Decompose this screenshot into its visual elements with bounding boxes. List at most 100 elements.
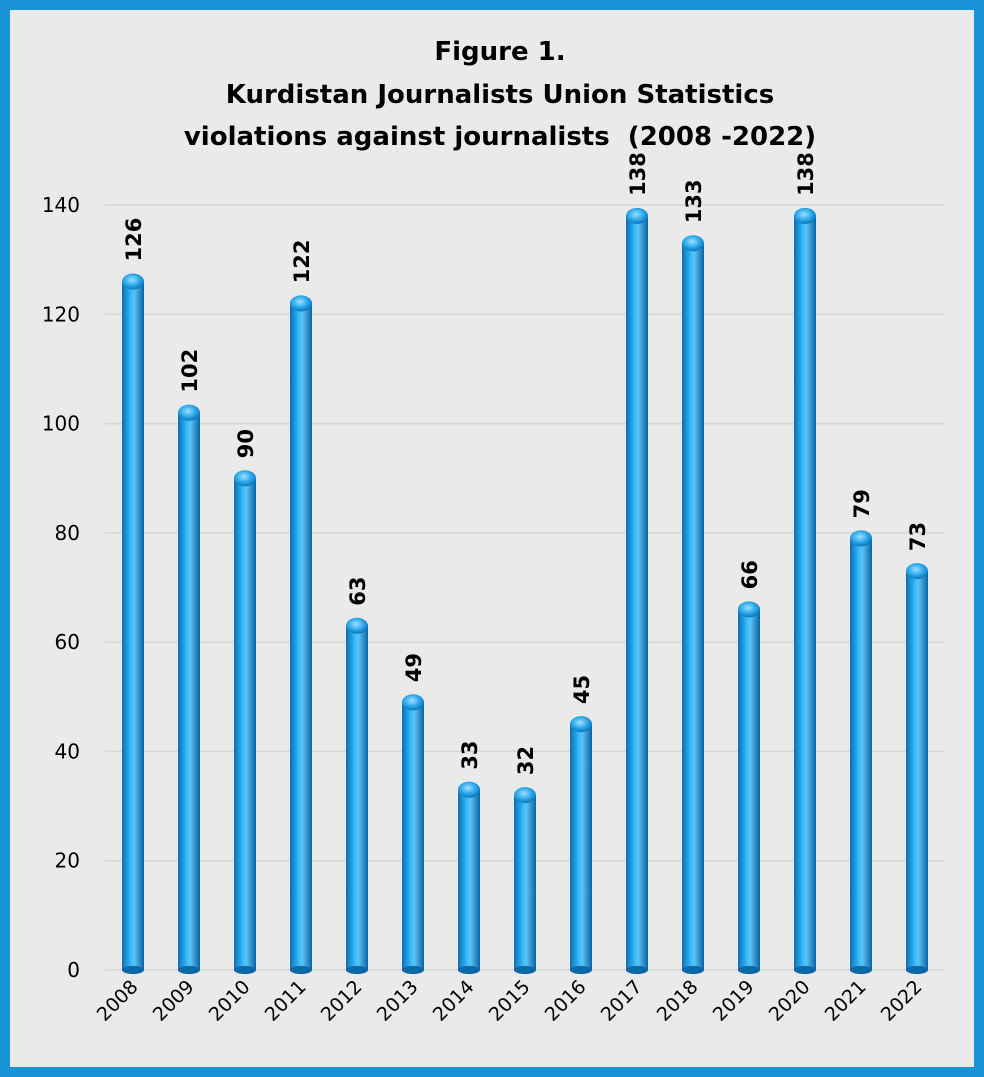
- bar-base: [794, 966, 816, 974]
- bar-cap: [290, 295, 312, 312]
- x-tick-label-2022: 2022: [877, 976, 927, 1026]
- y-tick-label: 40: [55, 739, 80, 763]
- x-tick-label-2009: 2009: [149, 976, 199, 1026]
- bar-2022: [906, 563, 928, 974]
- bar-base: [514, 966, 536, 974]
- bar-base: [850, 966, 872, 974]
- x-tick-label-2018: 2018: [653, 976, 703, 1026]
- bar-cap: [122, 273, 144, 290]
- bar-cap: [570, 716, 592, 733]
- data-label-2020: 138: [794, 152, 818, 196]
- bar-body: [570, 724, 592, 970]
- bar-2010: [234, 470, 256, 974]
- bar-cap: [234, 470, 256, 487]
- bar-cap: [178, 404, 200, 421]
- bar-cap: [850, 530, 872, 547]
- bar-2012: [346, 617, 368, 974]
- y-tick-label: 80: [55, 521, 80, 545]
- data-label-2009: 102: [178, 349, 202, 393]
- bar-2015: [514, 787, 536, 974]
- data-label-2015: 32: [514, 746, 538, 775]
- data-label-2016: 45: [570, 675, 594, 704]
- bar-2019: [738, 601, 760, 974]
- bar-body: [458, 789, 480, 970]
- bar-cap: [514, 787, 536, 804]
- bar-cap: [626, 207, 648, 224]
- data-label-2018: 133: [682, 179, 706, 223]
- bar-body: [906, 571, 928, 970]
- y-tick-label: 60: [55, 630, 80, 654]
- bar-cap: [458, 781, 480, 798]
- x-tick-label-2008: 2008: [93, 976, 143, 1026]
- bar-base: [626, 966, 648, 974]
- bar-base: [738, 966, 760, 974]
- bar-2008: [122, 273, 144, 974]
- data-label-2017: 138: [626, 152, 650, 196]
- bar-body: [122, 281, 144, 970]
- bar-cap: [402, 694, 424, 711]
- bar-2016: [570, 716, 592, 974]
- bar-body: [234, 478, 256, 970]
- x-tick-label-2021: 2021: [821, 976, 871, 1026]
- data-label-2021: 79: [850, 489, 874, 518]
- x-axis: 2008 2009 2010 2011 2012 2013 2014 2015 2016 2017…: [93, 976, 927, 1026]
- bar-body: [402, 702, 424, 970]
- bar-cap: [738, 601, 760, 618]
- bar-2011: [290, 295, 312, 974]
- title-line-1: Figure 1.: [434, 37, 565, 67]
- x-tick-label-2010: 2010: [205, 976, 255, 1026]
- x-tick-label-2020: 2020: [765, 976, 815, 1026]
- bar-base: [122, 966, 144, 974]
- bar-cap: [682, 235, 704, 252]
- bars: [122, 207, 928, 974]
- x-tick-label-2013: 2013: [373, 976, 423, 1026]
- bar-body: [794, 215, 816, 970]
- data-label-2010: 90: [234, 429, 258, 458]
- bar-cap: [794, 207, 816, 224]
- x-tick-label-2016: 2016: [541, 976, 591, 1026]
- bar-body: [514, 795, 536, 970]
- bar-2013: [402, 694, 424, 974]
- x-tick-label-2012: 2012: [317, 976, 367, 1026]
- bar-2009: [178, 404, 200, 974]
- bar-body: [290, 303, 312, 970]
- chart-title: Figure 1. Kurdistan Journalists Union St…: [184, 37, 816, 152]
- data-label-2011: 122: [290, 240, 314, 284]
- bar-base: [234, 966, 256, 974]
- bar-2021: [850, 530, 872, 974]
- bar-base: [178, 966, 200, 974]
- bar-base: [570, 966, 592, 974]
- bar-2017: [626, 207, 648, 974]
- x-tick-label-2011: 2011: [261, 976, 311, 1026]
- bar-2014: [458, 781, 480, 974]
- bar-cap: [906, 563, 928, 580]
- y-tick-label: 140: [42, 193, 80, 217]
- title-line-3: violations against journalists (2008 -20…: [184, 122, 816, 152]
- y-tick-label: 100: [42, 412, 80, 436]
- y-tick-label: 20: [55, 849, 80, 873]
- bar-base: [346, 966, 368, 974]
- data-label-2008: 126: [122, 218, 146, 262]
- bar-2020: [794, 207, 816, 974]
- x-tick-label-2014: 2014: [429, 976, 479, 1026]
- data-label-2013: 49: [402, 653, 426, 682]
- bar-base: [290, 966, 312, 974]
- bar-base: [906, 966, 928, 974]
- data-label-2014: 33: [458, 740, 482, 769]
- bar-body: [626, 215, 648, 970]
- bar-base: [458, 966, 480, 974]
- title-line-2: Kurdistan Journalists Union Statistics: [226, 80, 774, 110]
- data-label-2022: 73: [906, 522, 930, 551]
- data-label-2019: 66: [738, 560, 762, 589]
- x-tick-label-2015: 2015: [485, 976, 535, 1026]
- bar-base: [682, 966, 704, 974]
- bar-base: [402, 966, 424, 974]
- x-tick-label-2019: 2019: [709, 976, 759, 1026]
- bar-cap: [346, 617, 368, 634]
- bar-2018: [682, 235, 704, 974]
- bar-body: [682, 243, 704, 970]
- y-axis: 0 20 40 60 80 100 120 140: [42, 193, 80, 982]
- data-label-2012: 63: [346, 577, 370, 606]
